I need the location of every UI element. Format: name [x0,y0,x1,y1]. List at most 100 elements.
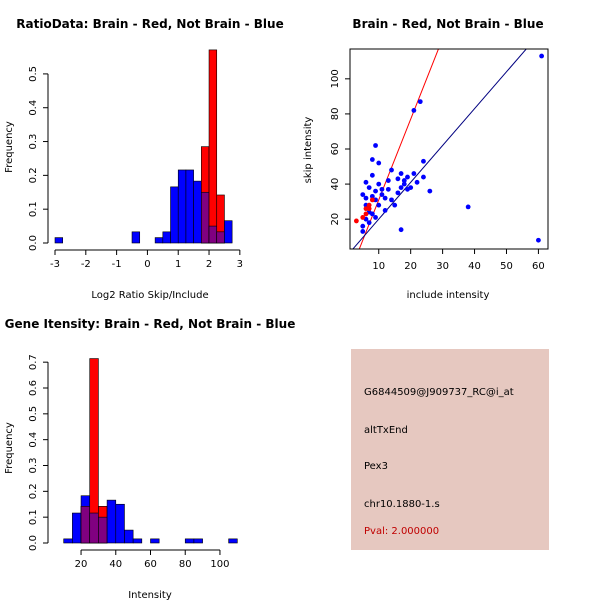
intensity-histogram-bar-overlap [80,506,91,544]
intensity-histogram-bar-not-brain [106,499,117,544]
scatter-y-tick-label: 100 [330,69,341,88]
intensity-histogram-x-tick-label: 60 [144,559,157,570]
ratio-histogram-title: RatioData: Brain - Red, Not Brain - Blue [16,17,283,31]
scatter-point-not-brain [369,193,375,199]
scatter-point-not-brain [398,227,404,233]
locus-id: chr10.1880-1.s [364,499,440,510]
scatter-points [353,53,545,243]
info-panel: G6844509@J909737_RC@i_at altTxEnd Pex3 c… [351,349,549,550]
scatter-point-brain [369,197,375,203]
intensity-histogram-bars [63,358,238,544]
scatter-point-not-brain [411,108,417,113]
intensity-histogram-y-tick-label: 0.6 [28,380,39,396]
ratio-histogram-x-tick-label: 0 [144,259,150,270]
scatter-line-red [358,49,439,249]
scatter-plot-frame [349,48,549,250]
intensity-histogram-y-tick-label: 0.5 [28,406,39,422]
ratio-histogram-bar-not-brain [54,237,64,244]
ratio-histogram-bar-not-brain [162,231,171,244]
intensity-histogram-y-tick-label: 0.2 [28,483,39,499]
ratio-histogram-xlabel: Log2 Ratio Skip/Include [91,290,208,301]
scatter-point-not-brain [405,174,410,180]
ratio-histogram-y-tick-label: 0.1 [28,201,39,217]
scatter-point-not-brain [363,179,369,185]
scatter-point-not-brain [417,99,423,105]
scatter-point-not-brain [401,181,407,187]
scatter-point-not-brain [421,174,426,180]
scatter-point-not-brain [376,181,382,187]
scatter-point-not-brain [360,192,366,198]
ratio-histogram-bar-not-brain [224,220,233,244]
scatter-point-not-brain [363,195,369,201]
scatter-point-not-brain [536,237,541,243]
gene-name: Pex3 [364,461,388,472]
scatter-point-not-brain [366,220,372,226]
scatter-point-brain [363,211,369,217]
scatter-point-not-brain [389,167,394,173]
intensity-histogram-x-tick-label: 80 [179,559,192,570]
scatter-y-tick-label: 20 [330,213,341,226]
intensity-histogram-bar-not-brain [184,538,195,544]
ratio-histogram-y-tick-label: 0.2 [28,167,39,183]
ratio-histogram-bars [54,49,233,244]
scatter-x-tick-label: 20 [404,261,417,272]
intensity-histogram-title: Gene Itensity: Brain - Red, Not Brain - … [5,317,296,331]
ratio-histogram-ylabel: Frequency [4,121,15,173]
intensity-scatter: Brain - Red, Not Brain - Blue include in… [303,17,549,301]
scatter-point-not-brain [427,188,433,194]
intensity-histogram-y-tick-label: 0.1 [28,509,39,525]
scatter-x-tick-label: 50 [500,261,513,272]
intensity-histogram-x-tick-label: 20 [75,559,88,570]
scatter-y-tick-label: 80 [330,108,341,121]
scatter-point-not-brain [369,172,375,178]
ratio-histogram-bar-overlap [208,225,218,244]
pval-text: Pval: 2.000000 [364,526,440,537]
intensity-histogram-x-tick-label: 100 [210,559,229,570]
scatter-x-tick-label: 10 [372,261,385,272]
scatter-point-not-brain [382,195,388,201]
scatter-point-not-brain [385,186,391,192]
scatter-x-tick-label: 30 [436,261,449,272]
scatter-line-blue [352,49,527,249]
scatter-point-not-brain [421,158,426,164]
ratio-histogram-bar-not-brain [131,231,141,244]
scatter-point-not-brain [395,190,401,196]
ratio-histogram-y-tick-label: 0.5 [28,66,39,82]
scatter-point-brain [366,206,372,212]
scatter-point-brain [353,218,359,224]
scatter-point-not-brain [398,185,404,190]
ratio-histogram-x-tick-label: 1 [175,259,181,270]
scatter-point-not-brain [401,178,407,183]
ratio-histogram-bar-brain [208,49,218,244]
scatter-point-not-brain [382,208,388,213]
scatter-point-not-brain [414,179,420,185]
event-type: altTxEnd [364,425,408,436]
scatter-point-not-brain [373,215,378,220]
scatter-point-not-brain [366,185,372,190]
scatter-title: Brain - Red, Not Brain - Blue [352,17,543,31]
ratio-histogram-bar-not-brain [177,169,187,244]
scatter-point-brain [366,202,372,208]
ratio-histogram-bar-not-brain [154,237,164,244]
intensity-histogram-bar-overlap [89,512,99,544]
ratio-histogram-x-tick-label: -2 [81,259,91,270]
ratio-histogram-y-tick-label: 0.3 [28,134,39,150]
intensity-histogram-xlabel: Intensity [128,590,172,600]
scatter-point-not-brain [369,157,375,162]
ratio-histogram-x-tick-label: 2 [206,259,212,270]
scatter-point-not-brain [408,185,414,190]
ratio-histogram-axes: -3 -2 -1 0 1 2 3 0.0 0.1 0.2 0.3 0.4 0.5 [28,66,243,270]
scatter-point-not-brain [411,171,417,176]
scatter-point-not-brain [539,53,545,59]
ratio-histogram-bar-not-brain [185,169,194,244]
ratio-histogram-bar-not-brain [193,180,202,244]
ratio-histogram-x-tick-label: -3 [50,259,60,270]
scatter-ylabel: skip intensity [303,117,314,184]
scatter-point-not-brain [389,197,394,203]
intensity-histogram-y-tick-label: 0.3 [28,458,39,474]
intensity-histogram-bar-not-brain [72,512,82,544]
scatter-point-not-brain [385,178,391,183]
ratio-histogram: RatioData: Brain - Red, Not Brain - Blue… [4,17,284,301]
intensity-histogram-y-tick-label: 0.0 [28,535,39,551]
ratio-histogram-y-tick-label: 0.0 [28,235,39,251]
